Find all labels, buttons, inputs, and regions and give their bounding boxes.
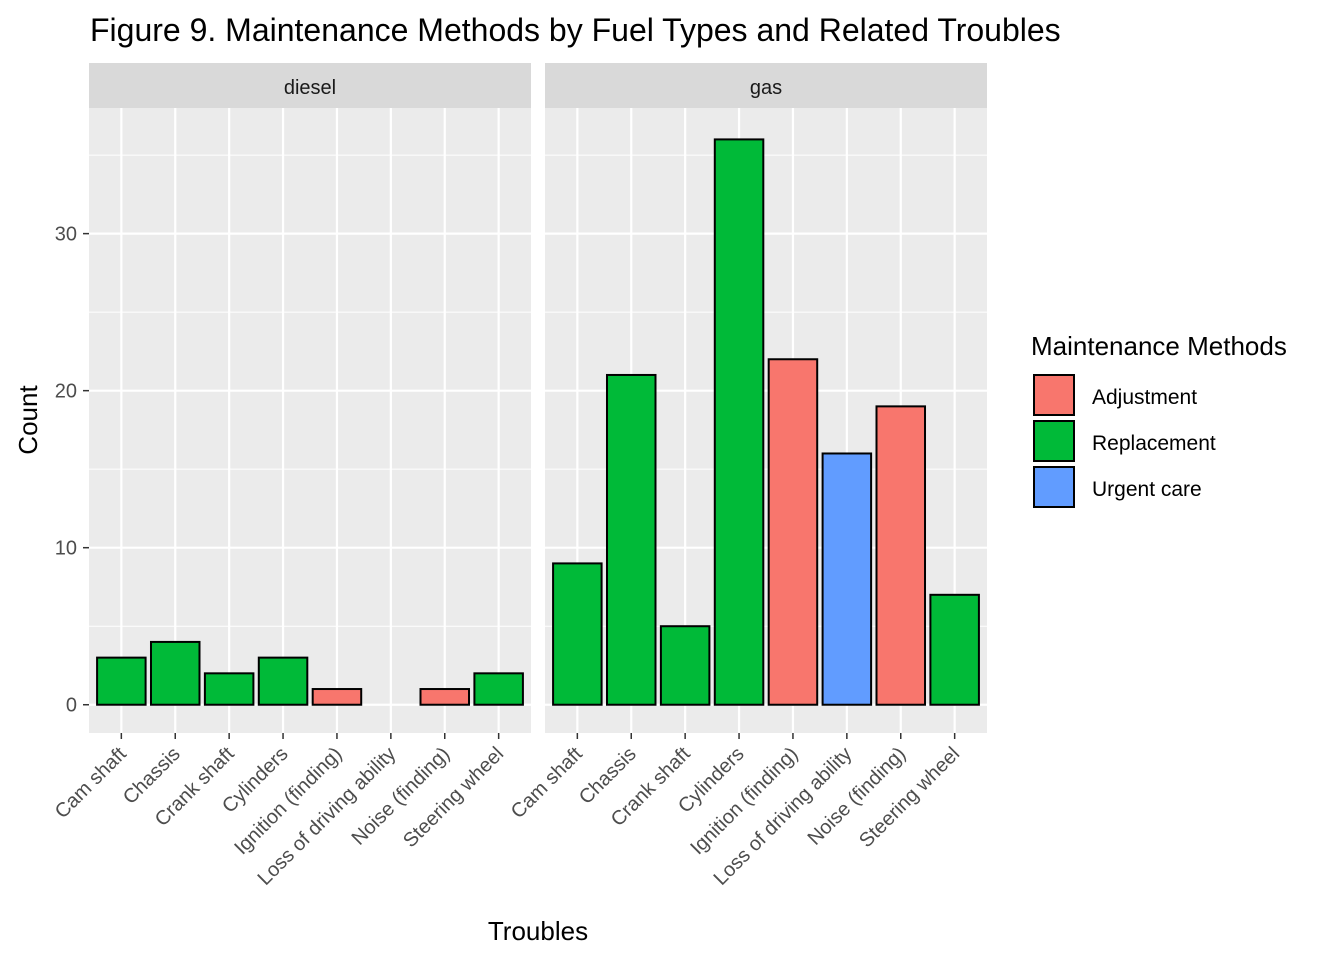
legend-swatch-1 (1033, 374, 1075, 416)
facet-label-diesel: diesel (284, 77, 336, 99)
legend-label-1: Adjustment (1092, 386, 1197, 409)
bar-diesel-1 (96, 656, 147, 706)
legend-label-2: Replacement (1092, 432, 1216, 455)
y-axis-title: Count (13, 385, 43, 455)
legend-swatch-3 (1033, 466, 1075, 508)
x-tick-label: Steering wheel (855, 743, 964, 852)
y-tick-label: 10 (55, 538, 77, 560)
bar-diesel-4 (257, 656, 309, 706)
bar-gas-2 (605, 373, 657, 706)
y-tick-label: 20 (55, 381, 77, 403)
panel-background (89, 108, 531, 733)
chart-title: Figure 9. Maintenance Methods by Fuel Ty… (90, 12, 1061, 48)
legend-swatch-2 (1033, 420, 1075, 462)
y-axis: 0 10 20 30 (55, 224, 89, 717)
bar-diesel-8 (473, 672, 524, 706)
facet-label-gas: gas (750, 77, 782, 99)
bar-gas-4 (713, 138, 765, 706)
x-tick-label: Cam shaft (507, 743, 587, 823)
x-tick-label: Steering wheel (399, 743, 508, 852)
bar-diesel-7 (419, 688, 471, 706)
x-axis-title: Troubles (488, 916, 588, 946)
facet-strip (545, 63, 987, 108)
bar-diesel-3 (203, 672, 255, 706)
bar-gas-5 (767, 358, 819, 706)
legend-label-3: Urgent care (1092, 478, 1202, 501)
bar-gas-3 (659, 625, 711, 706)
bar-gas-1 (552, 562, 603, 706)
legend: Maintenance Methods Adjustment Replacemen… (1031, 331, 1287, 508)
bar-diesel-2 (149, 640, 201, 706)
y-tick-label: 30 (55, 224, 77, 246)
y-tick-label: 0 (66, 695, 77, 717)
bar-gas-8 (929, 593, 980, 706)
bar-gas-7 (875, 405, 927, 706)
bar-diesel-5 (311, 688, 363, 706)
facet-strip (89, 63, 531, 108)
legend-title: Maintenance Methods (1031, 331, 1287, 361)
x-tick-label: Cam shaft (51, 743, 131, 823)
bar-gas-6 (821, 452, 873, 706)
